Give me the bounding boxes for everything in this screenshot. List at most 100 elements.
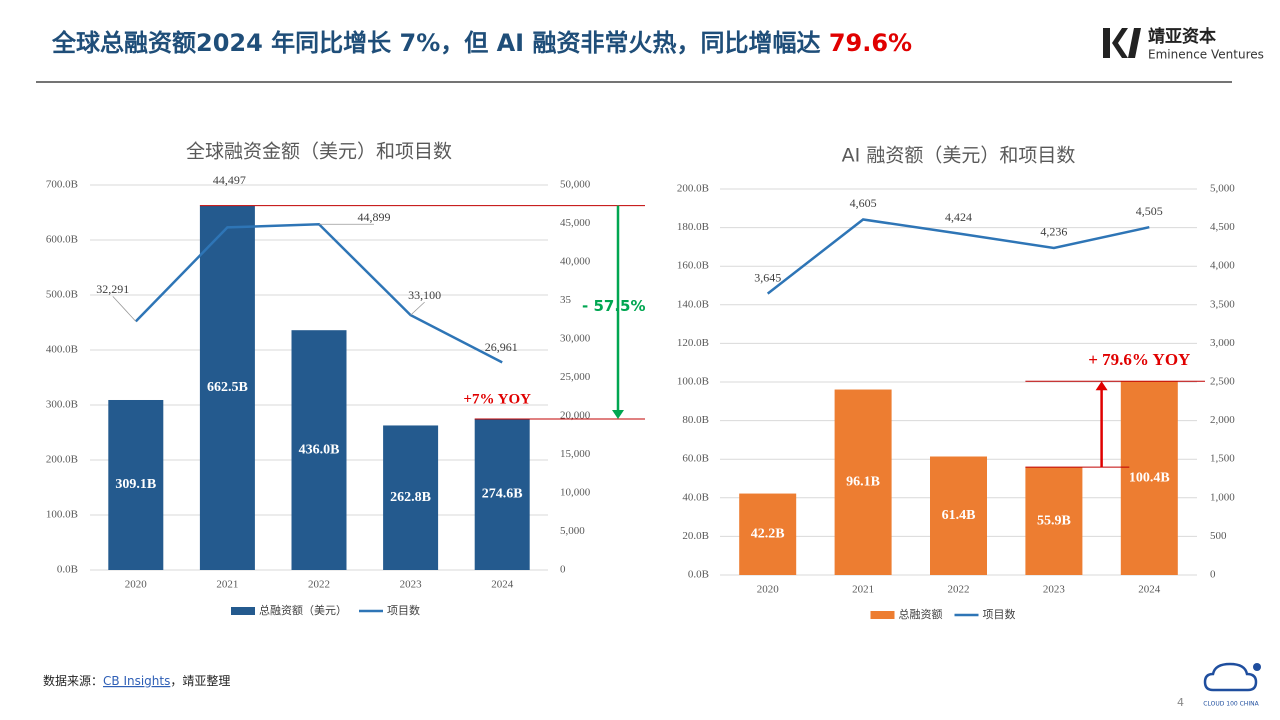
line: [766, 218, 1150, 295]
y-tick-label: 100.0B: [46, 509, 78, 521]
badge-cloud: [1203, 662, 1258, 692]
bar: [739, 493, 797, 575]
y2-tick-label: 25,000: [560, 371, 591, 383]
bar-value-label: 55.9B: [1037, 513, 1071, 528]
bar: [383, 425, 439, 570]
y2-tick-label: 1,500: [1210, 453, 1235, 465]
y-tick-label: 140.0B: [677, 298, 709, 310]
chart: 全球融资金额（美元）和项目数 0.0B 100.0B 200.0B 300.0B 400.…: [46, 141, 646, 618]
source-prefix: 数据来源：: [43, 673, 103, 688]
y-tick-label: 300.0B: [46, 399, 78, 411]
line-value-label: 33,100: [408, 288, 441, 302]
y2-tick-label: 0: [1210, 569, 1216, 581]
bar-value-label: 96.1B: [846, 474, 880, 489]
annotation: - 57.5%: [582, 297, 646, 315]
y-tick-label: 120.0B: [677, 337, 709, 349]
legend-label: 总融资额: [899, 607, 943, 621]
y-tick-label: 40.0B: [682, 491, 709, 503]
y-tick-label: 0.0B: [57, 564, 78, 576]
chart-title: 全球融资金额（美元）和项目数: [186, 141, 452, 163]
y-tick-label: 0.0B: [688, 569, 709, 581]
y2-tick-label: 20,000: [560, 410, 591, 422]
bar-value-label: 309.1B: [115, 477, 156, 492]
bar-value-label: 61.4B: [942, 508, 976, 523]
y2-tick-label: 2,500: [1210, 376, 1235, 388]
y-tick-label: 160.0B: [677, 260, 709, 272]
page-number: 4: [1177, 696, 1184, 709]
source: 数据来源：CB Insights，靖亚整理: [43, 673, 230, 688]
bar-value-label: 42.2B: [751, 526, 785, 541]
y-tick-label: 80.0B: [682, 414, 709, 426]
x-tick-label: 2020: [125, 579, 148, 591]
annotation: + 79.6% YOY: [1088, 350, 1190, 369]
y-tick-label: 700.0B: [46, 179, 78, 191]
y2-tick-label: 45,000: [560, 217, 591, 229]
bar: [1025, 467, 1083, 575]
bar-value-label: 274.6B: [482, 487, 523, 502]
bar: [834, 389, 892, 575]
y2-tick-label: 2,000: [1210, 414, 1235, 426]
y2-tick-label: 5,000: [1210, 183, 1235, 195]
y-tick-label: 20.0B: [682, 530, 709, 542]
title-highlight: 79.6%: [829, 29, 912, 57]
bar: [1120, 381, 1178, 575]
leader-line: [410, 301, 425, 316]
x-tick-label: 2024: [1138, 584, 1161, 596]
badge-text: CLOUD 100 CHINA: [1203, 701, 1259, 708]
slide-title: 全球总融资额2024 年同比增长 7%，但 AI 融资非常火热，同比增幅达 79…: [51, 29, 912, 57]
y2-tick-label: 35: [560, 294, 572, 306]
title-text: 全球总融资额2024 年同比增长 7%，但 AI 融资非常火热，同比增幅达: [51, 29, 829, 57]
line-value-label: 3,645: [754, 270, 781, 284]
line-value-label: 26,961: [485, 340, 518, 354]
y-tick-label: 500.0B: [46, 289, 78, 301]
bar-value-label: 262.8B: [390, 490, 431, 505]
legend-label: 项目数: [983, 608, 1016, 621]
y2-tick-label: 30,000: [560, 333, 591, 345]
bar: [930, 456, 987, 575]
y-tick-label: 600.0B: [46, 234, 78, 246]
y2-tick-label: 500: [1210, 530, 1227, 542]
chart-title: AI 融资额（美元）和项目数: [842, 145, 1076, 167]
badge-dot: [1253, 663, 1261, 671]
bar-value-label: 100.4B: [1129, 470, 1170, 485]
bar: [291, 330, 347, 570]
line-value-label: 44,899: [358, 210, 391, 224]
bar: [108, 399, 164, 570]
line-value-label: 44,497: [213, 173, 246, 187]
logo: 靖亚资本 Eminence Ventures: [1103, 26, 1264, 62]
y2-tick-label: 40,000: [560, 256, 591, 268]
legend-label: 项目数: [387, 604, 420, 617]
y2-tick-label: 0: [560, 564, 566, 576]
line-value-label: 32,291: [96, 282, 129, 296]
badge: CLOUD 100 CHINA: [1203, 662, 1261, 708]
line-value-label: 4,236: [1040, 225, 1067, 239]
y-tick-label: 180.0B: [677, 221, 709, 233]
y2-tick-label: 4,500: [1210, 221, 1235, 233]
logo-en: Eminence Ventures: [1148, 48, 1264, 62]
legend-swatch: [870, 611, 895, 619]
y-tick-label: 100.0B: [677, 376, 709, 388]
line-value-label: 4,424: [945, 210, 972, 224]
bar: [199, 205, 255, 570]
y2-tick-label: 15,000: [560, 448, 591, 460]
bar-value-label: 436.0B: [299, 442, 340, 457]
x-tick-label: 2021: [216, 579, 238, 591]
line-value-label: 4,505: [1136, 204, 1163, 218]
bar-value-label: 662.5B: [207, 380, 248, 395]
annot-arrowhead: [1095, 381, 1108, 391]
legend-swatch: [231, 607, 255, 615]
logo-mark: [1103, 28, 1141, 58]
leader-line: [112, 296, 137, 322]
chart: AI 融资额（美元）和项目数 0.0B 20.0B 40.0B 60.0B 80.0B 10…: [677, 145, 1235, 622]
x-tick-label: 2024: [491, 579, 514, 591]
x-tick-label: 2022: [308, 579, 330, 591]
y2-tick-label: 1,000: [1210, 491, 1235, 503]
y2-tick-label: 5,000: [560, 525, 585, 537]
logo-cn: 靖亚资本: [1148, 26, 1216, 47]
x-tick-label: 2023: [1043, 584, 1066, 596]
y2-tick-label: 50,000: [560, 179, 591, 191]
y-tick-label: 400.0B: [46, 344, 78, 356]
source-suffix: ，靖亚整理: [170, 673, 230, 688]
source-link[interactable]: CB Insights: [103, 674, 170, 688]
